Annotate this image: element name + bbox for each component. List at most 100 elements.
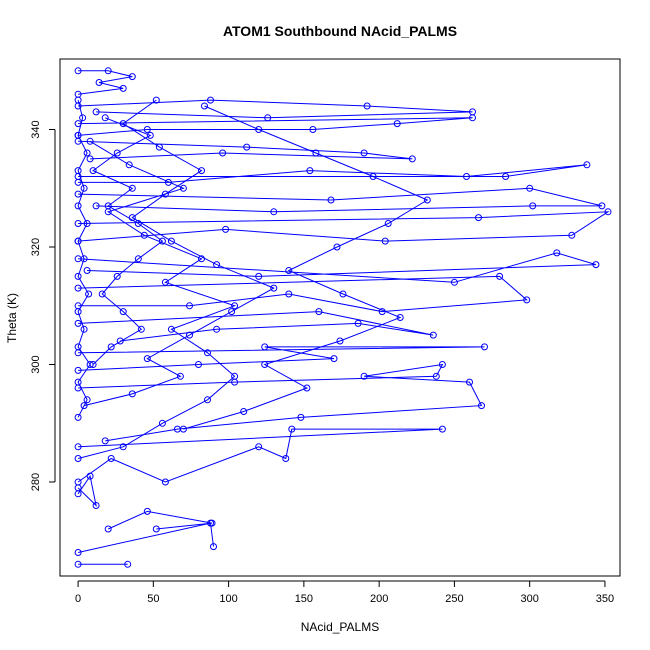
data-point <box>119 308 127 316</box>
data-point <box>210 543 217 551</box>
data-point <box>92 108 100 116</box>
data-point <box>161 190 169 198</box>
data-point <box>74 284 82 292</box>
y-axis-label: Theta (K) <box>5 293 19 343</box>
data-point <box>86 361 94 368</box>
data-point <box>396 314 404 321</box>
data-point <box>240 408 248 415</box>
data-point <box>306 167 314 175</box>
data-point <box>592 261 600 269</box>
series-line <box>78 70 133 95</box>
data-point <box>74 478 82 486</box>
data-point <box>140 231 148 239</box>
data-point <box>92 502 100 509</box>
data-point <box>463 173 470 180</box>
data-point <box>438 361 446 368</box>
x-tick-label: 300 <box>520 593 538 605</box>
data-point <box>161 278 169 286</box>
data-point <box>204 396 211 404</box>
series-line <box>78 363 483 442</box>
series-15 <box>74 96 476 122</box>
data-point <box>86 155 94 163</box>
data-point <box>124 560 132 568</box>
data-point <box>312 149 320 157</box>
data-point <box>104 202 112 210</box>
data-point <box>261 343 269 351</box>
data-point <box>74 131 82 139</box>
x-tick-label: 250 <box>445 593 463 605</box>
x-tick-label: 50 <box>147 593 159 605</box>
data-point <box>333 243 341 251</box>
data-point <box>152 525 160 533</box>
chart-title: ATOM1 Southbound NAcid_PALMS <box>223 23 457 39</box>
series-line <box>92 117 164 365</box>
series-line <box>77 140 237 459</box>
series-line <box>78 140 413 160</box>
y-tick-label: 300 <box>30 355 42 373</box>
data-point <box>207 96 214 104</box>
series-line <box>107 510 213 530</box>
series-21 <box>74 96 94 421</box>
data-point <box>208 519 216 527</box>
data-point <box>74 549 82 556</box>
data-point <box>74 67 82 75</box>
data-point <box>83 220 91 227</box>
data-point <box>74 96 82 104</box>
series-line <box>78 117 473 136</box>
data-point <box>158 419 166 427</box>
series-line <box>78 164 587 183</box>
data-point <box>74 220 82 227</box>
data-point <box>201 102 208 110</box>
data-point <box>164 178 172 186</box>
data-point <box>74 366 82 374</box>
data-point <box>303 384 311 392</box>
data-point <box>282 455 290 462</box>
data-point <box>354 319 362 327</box>
data-point <box>523 296 531 304</box>
data-point <box>107 455 115 462</box>
data-point <box>101 437 109 445</box>
series-2 <box>104 507 216 533</box>
data-point <box>167 325 175 333</box>
data-point <box>107 343 115 351</box>
data-point <box>85 290 93 298</box>
series-line <box>78 211 610 242</box>
series-12 <box>74 161 591 186</box>
data-point <box>408 155 416 163</box>
series-line <box>78 311 434 342</box>
data-point <box>134 255 142 263</box>
series-6 <box>74 343 488 374</box>
data-point <box>143 126 151 133</box>
data-point <box>161 478 169 486</box>
data-point <box>128 214 136 222</box>
series-9 <box>74 249 600 286</box>
data-point <box>231 302 239 310</box>
data-point <box>598 202 606 210</box>
data-point <box>92 202 100 210</box>
series-1 <box>74 519 217 556</box>
data-point <box>89 167 97 175</box>
data-point <box>134 220 142 227</box>
data-point <box>152 96 160 104</box>
data-point <box>423 196 431 204</box>
data-point <box>450 278 458 286</box>
data-point <box>74 167 82 175</box>
x-tick-label: 200 <box>370 593 388 605</box>
data-point <box>432 372 440 380</box>
data-point <box>369 173 377 180</box>
series-18 <box>80 96 278 410</box>
data-point <box>179 184 187 192</box>
data-point <box>222 225 230 233</box>
data-point <box>167 237 175 245</box>
series-layer <box>74 67 612 568</box>
data-point <box>270 208 278 216</box>
data-point <box>330 355 338 363</box>
data-point <box>113 149 121 157</box>
series-13 <box>74 137 416 163</box>
data-point <box>496 272 504 280</box>
series-17 <box>74 137 239 462</box>
data-point <box>255 443 263 451</box>
data-point <box>128 184 136 192</box>
series-16 <box>74 67 136 98</box>
